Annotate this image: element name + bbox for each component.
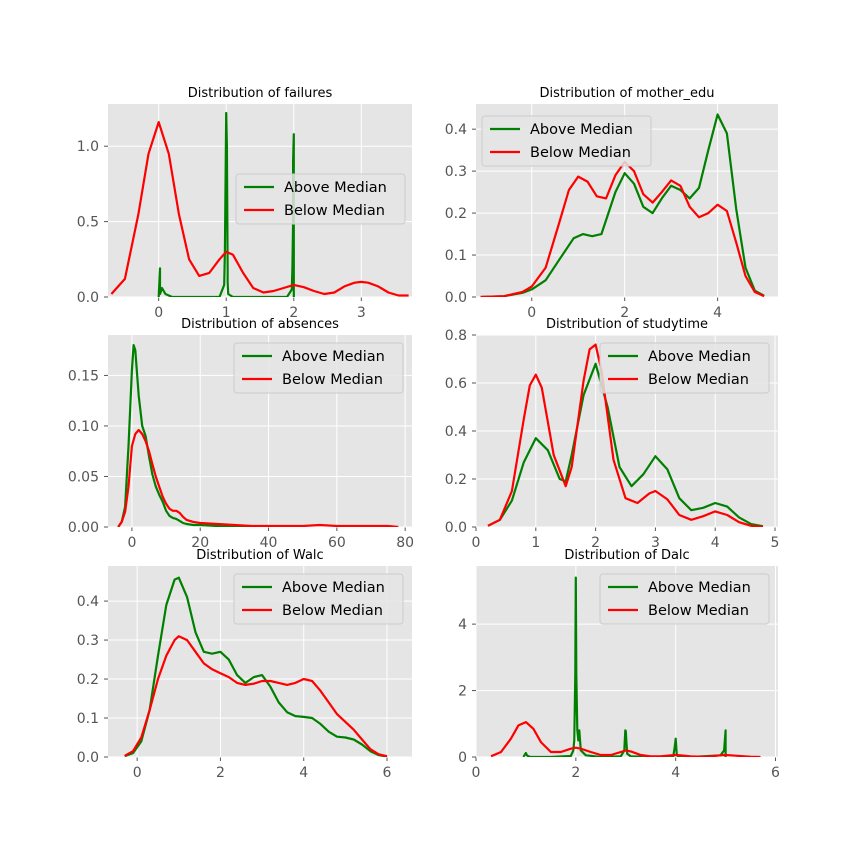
x-tick-label: 0	[133, 765, 142, 781]
legend-box	[481, 115, 652, 167]
x-tick-label: 6	[383, 765, 392, 781]
legend: Above Median Below Median	[599, 342, 770, 394]
series-line-below-median	[124, 635, 388, 757]
y-tick-label: 0.0	[445, 520, 467, 536]
x-tick-label: 2	[289, 305, 298, 321]
subplot-1: 0 1 2 3 0.0 0.5 1.0 Distribution of failures Abo…	[77, 86, 412, 321]
x-tick-label: 3	[651, 535, 660, 551]
y-tick-label: 0.4	[445, 424, 467, 440]
y-tick-label: 0.4	[445, 122, 467, 138]
series-line-below-median	[487, 343, 764, 527]
x-tick-label: 3	[357, 305, 366, 321]
y-tick-label: 0.5	[77, 215, 99, 231]
legend-label: Below Median	[530, 145, 631, 161]
x-tick-label: 4	[299, 765, 308, 781]
x-tick-label: 80	[396, 535, 414, 551]
legend-label: Above Median	[284, 180, 387, 196]
subplot-5: 0 2 4 6 0.0 0.1 0.2 0.3 0.4 Distribution of Walc A…	[77, 548, 412, 781]
y-tick-label: 0.2	[445, 206, 467, 222]
legend-label: Above Median	[282, 580, 385, 596]
y-tick-label: 0.0	[77, 750, 99, 766]
series-line-above-median	[124, 576, 388, 757]
series-line-above-median	[487, 362, 764, 527]
subplot-2: 0 2 4 0.0 0.1 0.2 0.3 0.4 Distribution of mother…	[445, 86, 778, 321]
legend-box	[233, 342, 404, 394]
y-tick-label: 0	[458, 750, 467, 766]
x-tick-label: 0	[127, 535, 136, 551]
x-tick-label: 2	[216, 765, 225, 781]
subplot-title: Distribution of mother_edu	[540, 86, 715, 101]
x-tick-label: 0	[472, 765, 481, 781]
subplot-title: Distribution of absences	[181, 317, 339, 332]
legend: Above Median Below Median	[599, 573, 770, 625]
y-tick-label: 0.2	[445, 472, 467, 488]
x-tick-label: 40	[260, 535, 278, 551]
y-tick-label: 0.4	[77, 594, 99, 610]
y-tick-label: 4	[458, 617, 467, 633]
x-tick-label: 6	[771, 765, 780, 781]
series-line-above-median	[480, 113, 765, 297]
subplot-title: Distribution of Dalc	[564, 548, 689, 563]
y-tick-label: 0.05	[68, 469, 99, 485]
series-line-below-median	[117, 428, 399, 527]
x-tick-label: 60	[328, 535, 346, 551]
x-tick-label: 4	[713, 305, 722, 321]
y-tick-label: 0.3	[77, 633, 99, 649]
x-tick-label: 2	[591, 535, 600, 551]
legend-label: Above Median	[282, 349, 385, 365]
x-tick-label: 4	[671, 765, 680, 781]
subplot-3: 0 20 40 60 80 0.00 0.05 0.10 0.15 Distribution of…	[68, 317, 414, 551]
legend-box	[233, 573, 404, 625]
y-tick-label: 0.10	[68, 419, 99, 435]
legend-label: Above Median	[648, 580, 751, 596]
legend-label: Above Median	[530, 122, 633, 138]
x-tick-label: 1	[531, 535, 540, 551]
y-tick-label: 0.3	[445, 164, 467, 180]
x-tick-label: 20	[191, 535, 209, 551]
y-tick-label: 0.1	[445, 248, 467, 264]
y-tick-label: 0.1	[77, 711, 99, 727]
legend-box	[235, 173, 406, 225]
x-tick-label: 1	[222, 305, 231, 321]
legend-label: Below Median	[284, 203, 385, 219]
legend-box	[599, 342, 770, 394]
legend: Above Median Below Median	[235, 173, 406, 225]
series-line-below-median	[480, 160, 765, 297]
y-tick-label: 0.0	[445, 290, 467, 306]
x-tick-label: 4	[711, 535, 720, 551]
legend-label: Below Median	[648, 603, 749, 619]
series-line-below-median	[110, 121, 409, 297]
subplot-6: 0 2 4 6 0 2 4 Distribution of Dalc Above Median B…	[458, 548, 780, 781]
y-tick-label: 0.00	[68, 520, 99, 536]
y-tick-label: 0.15	[68, 368, 99, 384]
x-tick-label: 2	[571, 765, 580, 781]
legend-box	[599, 573, 770, 625]
y-tick-label: 0.6	[445, 376, 467, 392]
y-tick-label: 1.0	[77, 139, 99, 155]
y-tick-label: 2	[458, 684, 467, 700]
y-tick-label: 0.2	[77, 672, 99, 688]
subplot-title: Distribution of Walc	[196, 548, 323, 563]
series-line-below-median	[490, 721, 761, 757]
y-tick-label: 0.8	[445, 328, 467, 344]
subplot-4: 0 1 2 3 4 5 0.0 0.2 0.4 0.6 0.8 Distribution of stu…	[445, 317, 780, 551]
legend-label: Below Median	[282, 603, 383, 619]
x-tick-label: 0	[472, 535, 481, 551]
legend: Above Median Below Median	[481, 115, 652, 167]
legend-label: Below Median	[282, 372, 383, 388]
legend-label: Below Median	[648, 372, 749, 388]
x-tick-label: 0	[154, 305, 163, 321]
series-line-above-median	[117, 344, 252, 527]
x-tick-label: 5	[771, 535, 780, 551]
legend: Above Median Below Median	[233, 342, 404, 394]
legend: Above Median Below Median	[233, 573, 404, 625]
x-tick-label: 2	[620, 305, 629, 321]
y-tick-label: 0.0	[77, 290, 99, 306]
x-tick-label: 0	[527, 305, 536, 321]
subplot-title: Distribution of failures	[188, 86, 333, 101]
legend-label: Above Median	[648, 349, 751, 365]
subplot-title: Distribution of studytime	[546, 317, 708, 332]
